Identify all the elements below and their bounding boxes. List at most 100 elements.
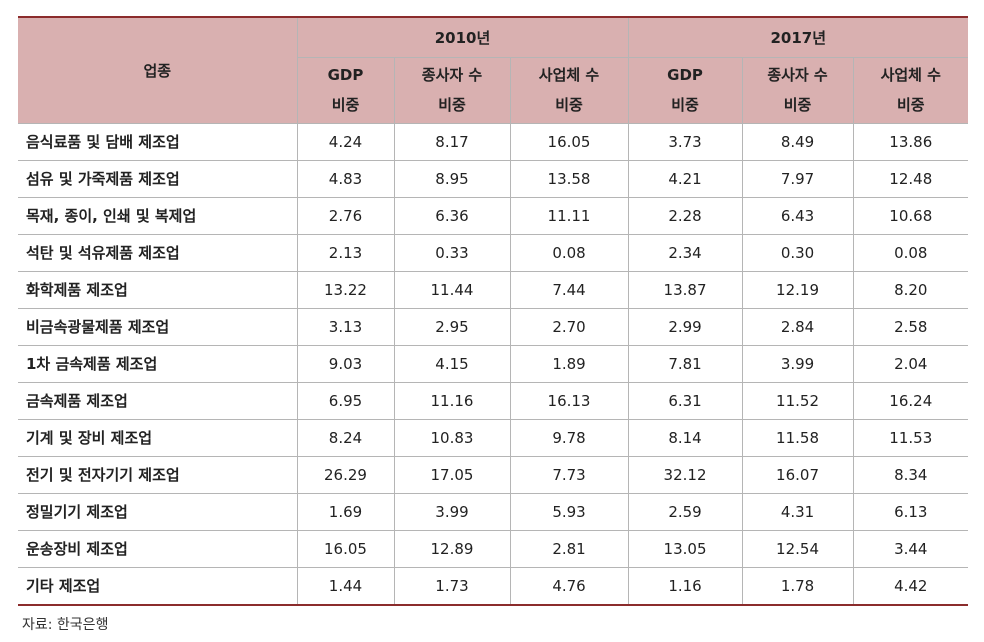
cell-value: 11.52 <box>741 381 854 420</box>
cell-value: 3.13 <box>296 307 395 346</box>
cell-value: 2.59 <box>627 492 743 531</box>
row-label: 목재, 종이, 인쇄 및 복제업 <box>18 196 298 235</box>
row-label: 화학제품 제조업 <box>18 270 298 309</box>
cell-value: 8.34 <box>852 455 969 494</box>
cell-value: 4.15 <box>393 344 511 383</box>
cell-value: 0.30 <box>741 233 854 272</box>
cell-value: 11.11 <box>509 196 629 235</box>
cell-value: 32.12 <box>627 455 743 494</box>
header-row: 업종 2010년 2017년 <box>18 16 969 124</box>
cell-value: 13.87 <box>627 270 743 309</box>
cell-value: 6.31 <box>627 381 743 420</box>
cell-value: 8.49 <box>741 122 854 161</box>
cell-value: 7.44 <box>509 270 629 309</box>
row-label: 음식료품 및 담배 제조업 <box>18 122 298 161</box>
cell-value: 16.07 <box>741 455 854 494</box>
cell-value: 12.19 <box>741 270 854 309</box>
cell-value: 0.08 <box>509 233 629 272</box>
cell-value: 16.24 <box>852 381 969 420</box>
cell-value: 1.73 <box>393 566 511 605</box>
cell-value: 5.93 <box>509 492 629 531</box>
table-row: 운송장비 제조업 16.05 12.89 2.81 13.05 12.54 3.44 <box>18 529 969 568</box>
table-body: 음식료품 및 담배 제조업 4.24 8.17 16.05 3.73 8.49 13.86 섬… <box>18 122 969 605</box>
cell-value: 2.04 <box>852 344 969 383</box>
table-row: 석탄 및 석유제품 제조업 2.13 0.33 0.08 2.34 0.30 0.08 <box>18 233 969 272</box>
subheader-line: 비중 <box>671 96 699 114</box>
row-label: 금속제품 제조업 <box>18 381 298 420</box>
cell-value: 6.13 <box>852 492 969 531</box>
cell-value: 2.28 <box>627 196 743 235</box>
cell-value: 4.31 <box>741 492 854 531</box>
cell-value: 12.54 <box>741 529 854 568</box>
subheader-line: GDP <box>667 66 703 84</box>
cell-value: 4.24 <box>296 122 395 161</box>
cell-value: 0.08 <box>852 233 969 272</box>
cell-value: 7.73 <box>509 455 629 494</box>
cell-value: 13.05 <box>627 529 743 568</box>
cell-value: 16.13 <box>509 381 629 420</box>
table-container: 업종 2010년 2017년 GDP 비중 종사자 수 비중 사업체 수 비중 GDP 비중 종… <box>18 16 969 606</box>
cell-value: 9.78 <box>509 418 629 457</box>
row-label: 석탄 및 석유제품 제조업 <box>18 233 298 272</box>
cell-value: 4.76 <box>509 566 629 605</box>
cell-value: 8.20 <box>852 270 969 309</box>
table-row: 1차 금속제품 제조업 9.03 4.15 1.89 7.81 3.99 2.04 <box>18 344 969 383</box>
subheader: GDP 비중 <box>297 56 395 124</box>
row-label: 전기 및 전자기기 제조업 <box>18 455 298 494</box>
table-row: 전기 및 전자기기 제조업 26.29 17.05 7.73 32.12 16.07 8.3… <box>18 455 969 494</box>
cell-value: 26.29 <box>296 455 395 494</box>
table-row: 화학제품 제조업 13.22 11.44 7.44 13.87 12.19 8.20 <box>18 270 969 309</box>
row-label: 섬유 및 가죽제품 제조업 <box>18 159 298 198</box>
cell-value: 8.14 <box>627 418 743 457</box>
cell-value: 13.22 <box>296 270 395 309</box>
subheader-line: 비중 <box>438 96 466 114</box>
cell-value: 3.73 <box>627 122 743 161</box>
cell-value: 2.70 <box>509 307 629 346</box>
cell-value: 2.81 <box>509 529 629 568</box>
cell-value: 9.03 <box>296 344 395 383</box>
cell-value: 2.95 <box>393 307 511 346</box>
subheader-line: 사업체 수 <box>538 66 600 84</box>
row-label: 1차 금속제품 제조업 <box>18 344 298 383</box>
table-row: 기타 제조업 1.44 1.73 4.76 1.16 1.78 4.42 <box>18 566 969 605</box>
table-row: 목재, 종이, 인쇄 및 복제업 2.76 6.36 11.11 2.28 6.43 10.… <box>18 196 969 235</box>
cell-value: 4.42 <box>852 566 969 605</box>
cell-value: 7.97 <box>741 159 854 198</box>
cell-value: 16.05 <box>509 122 629 161</box>
subheader-line: 비중 <box>783 96 812 114</box>
cell-value: 0.33 <box>393 233 511 272</box>
cell-value: 6.43 <box>741 196 854 235</box>
cell-value: 8.95 <box>393 159 511 198</box>
cell-value: 3.44 <box>852 529 969 568</box>
subheader-line: 종사자 수 <box>421 66 483 84</box>
cell-value: 2.76 <box>296 196 395 235</box>
subheader-line: 비중 <box>896 96 925 114</box>
cell-value: 4.83 <box>296 159 395 198</box>
table-row: 섬유 및 가죽제품 제조업 4.83 8.95 13.58 4.21 7.97 12.48 <box>18 159 969 198</box>
cell-value: 3.99 <box>393 492 511 531</box>
cell-value: 2.84 <box>741 307 854 346</box>
group-header: 2010년 <box>296 16 629 58</box>
table-row: 비금속광물제품 제조업 3.13 2.95 2.70 2.99 2.84 2.58 <box>18 307 969 346</box>
subheader-line: 종사자 수 <box>767 66 828 84</box>
row-label: 정밀기기 제조업 <box>18 492 298 531</box>
cell-value: 10.68 <box>852 196 969 235</box>
subheader-line: 비중 <box>555 96 583 114</box>
table-row: 금속제품 제조업 6.95 11.16 16.13 6.31 11.52 16.24 <box>18 381 969 420</box>
subheader-line: 사업체 수 <box>880 66 941 84</box>
cell-value: 11.16 <box>393 381 511 420</box>
group-header: 2017년 <box>627 16 969 58</box>
header-label: 업종 <box>18 16 298 124</box>
cell-value: 10.83 <box>393 418 511 457</box>
cell-value: 1.89 <box>509 344 629 383</box>
cell-value: 16.05 <box>296 529 395 568</box>
cell-value: 11.53 <box>852 418 969 457</box>
cell-value: 12.89 <box>393 529 511 568</box>
row-label: 기타 제조업 <box>18 566 298 605</box>
row-label: 운송장비 제조업 <box>18 529 298 568</box>
cell-value: 11.44 <box>393 270 511 309</box>
cell-value: 1.69 <box>296 492 395 531</box>
